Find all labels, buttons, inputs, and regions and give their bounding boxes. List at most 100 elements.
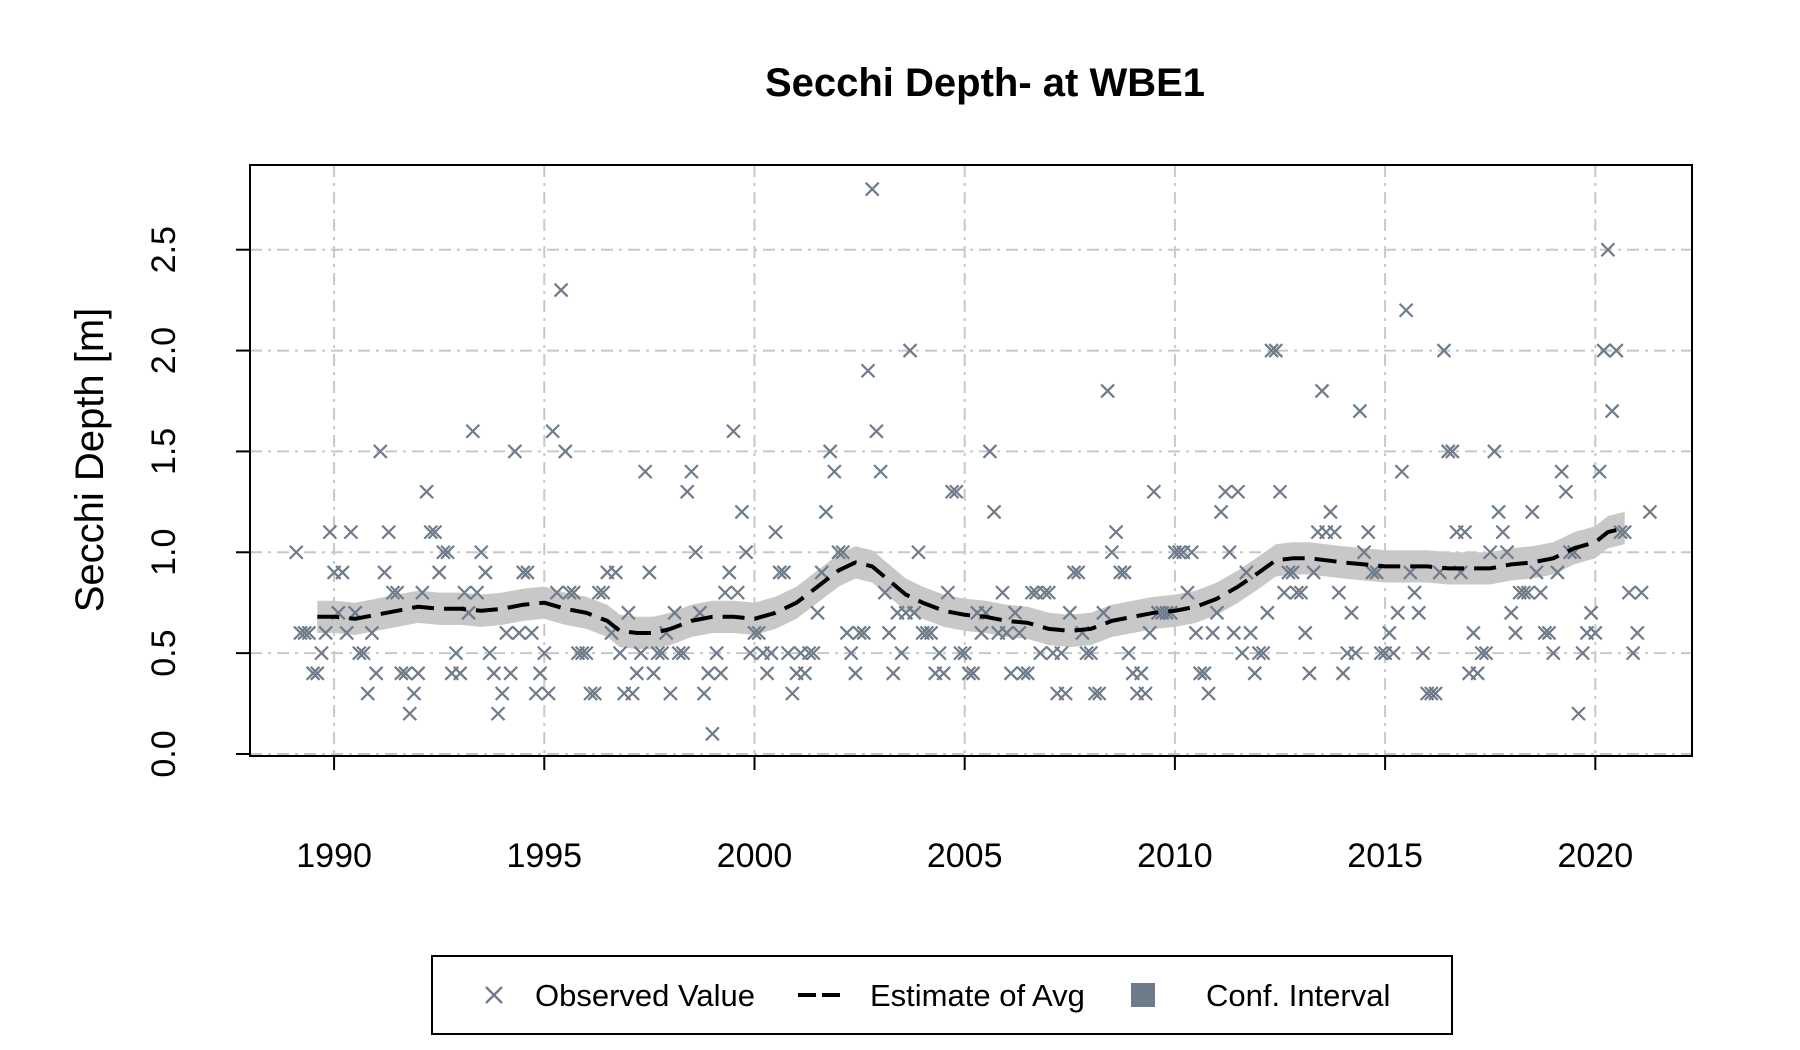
observed-point bbox=[822, 444, 838, 459]
legend-observed-marker bbox=[485, 986, 503, 1004]
observed-point bbox=[667, 605, 682, 621]
observed-point bbox=[738, 544, 754, 560]
observed-point bbox=[385, 585, 401, 600]
observed-point bbox=[1003, 666, 1019, 681]
observed-point bbox=[986, 504, 1002, 520]
observed-point bbox=[1121, 645, 1136, 661]
observed-point bbox=[1524, 504, 1540, 520]
observed-point bbox=[1066, 565, 1082, 580]
observed-point bbox=[503, 666, 518, 681]
observed-point bbox=[797, 666, 813, 681]
observed-point bbox=[1537, 625, 1553, 641]
observed-point bbox=[1108, 524, 1124, 540]
observed-point bbox=[587, 686, 603, 701]
observed-point bbox=[402, 706, 418, 721]
x-tick-label: 2000 bbox=[717, 837, 793, 875]
observed-point bbox=[957, 645, 972, 661]
observed-point bbox=[558, 444, 573, 459]
observed-point bbox=[936, 666, 951, 681]
observed-point bbox=[1436, 343, 1452, 358]
observed-point bbox=[394, 666, 409, 681]
observed-point bbox=[1070, 565, 1086, 580]
observed-point bbox=[1180, 585, 1195, 600]
observed-point bbox=[894, 645, 909, 661]
observed-point bbox=[911, 544, 926, 560]
x-tick-label: 2010 bbox=[1137, 837, 1213, 875]
observed-point bbox=[848, 666, 863, 681]
observed-point bbox=[381, 524, 397, 540]
observed-point bbox=[1411, 605, 1427, 621]
observed-point bbox=[499, 625, 514, 641]
observed-point bbox=[318, 625, 333, 641]
observed-point bbox=[1243, 625, 1258, 641]
observed-point bbox=[747, 625, 762, 641]
observed-point bbox=[1297, 625, 1313, 641]
observed-point bbox=[339, 625, 354, 641]
observed-point bbox=[1520, 585, 1536, 600]
observed-point bbox=[1247, 666, 1263, 681]
observed-point bbox=[1478, 645, 1494, 661]
observed-point bbox=[1545, 645, 1561, 661]
observed-point bbox=[364, 625, 380, 641]
observed-point bbox=[427, 524, 443, 540]
observed-point bbox=[1424, 686, 1439, 701]
observed-point bbox=[537, 645, 552, 661]
observed-point bbox=[1327, 524, 1342, 540]
observed-point bbox=[1226, 625, 1242, 641]
observed-point bbox=[1302, 666, 1317, 681]
observed-point bbox=[1192, 666, 1208, 681]
observed-point bbox=[1306, 565, 1321, 580]
observed-point bbox=[1260, 605, 1275, 621]
observed-point bbox=[1592, 464, 1607, 479]
observed-point bbox=[1558, 484, 1574, 500]
observed-point bbox=[953, 645, 968, 661]
observed-point bbox=[923, 625, 939, 641]
observed-point bbox=[654, 645, 670, 661]
observed-point bbox=[1508, 625, 1523, 641]
observed-point bbox=[1356, 544, 1372, 560]
legend-estimate-label: Estimate of Avg bbox=[870, 978, 1085, 1013]
observed-point bbox=[520, 565, 535, 580]
observed-point bbox=[919, 625, 935, 641]
observed-point bbox=[562, 585, 577, 600]
observed-point bbox=[1369, 565, 1384, 580]
observed-point bbox=[469, 585, 485, 600]
observed-point bbox=[1440, 444, 1456, 459]
observed-point bbox=[1390, 605, 1405, 621]
observed-point bbox=[1197, 666, 1212, 681]
observed-point bbox=[1621, 585, 1637, 600]
observed-point bbox=[700, 666, 716, 681]
observed-point bbox=[671, 645, 687, 661]
observed-point bbox=[982, 444, 998, 459]
x-tick-label: 2020 bbox=[1557, 837, 1633, 875]
observed-point bbox=[1613, 524, 1628, 540]
observed-point bbox=[881, 625, 897, 641]
observed-point bbox=[478, 565, 493, 580]
observed-point bbox=[1331, 585, 1347, 600]
observed-point bbox=[1600, 242, 1616, 257]
observed-point bbox=[1352, 403, 1368, 419]
observed-point bbox=[322, 524, 338, 540]
observed-point bbox=[1495, 524, 1511, 540]
observed-point bbox=[675, 645, 691, 661]
observed-point bbox=[814, 565, 830, 580]
observed-point bbox=[1016, 666, 1031, 681]
observed-point bbox=[1482, 544, 1498, 560]
observed-point bbox=[368, 666, 384, 681]
plot-area bbox=[250, 165, 1692, 756]
observed-point bbox=[646, 666, 661, 681]
observed-point bbox=[448, 645, 464, 661]
observed-point bbox=[1268, 343, 1284, 358]
observed-point bbox=[1222, 544, 1237, 560]
observed-point bbox=[1348, 645, 1363, 661]
observed-point bbox=[944, 484, 960, 500]
observed-point bbox=[999, 625, 1015, 641]
observed-point bbox=[625, 686, 640, 701]
x-tick-label: 2005 bbox=[927, 837, 1003, 875]
observed-point bbox=[1096, 605, 1111, 621]
legend-ci-label: Conf. Interval bbox=[1206, 978, 1390, 1013]
observed-point bbox=[1201, 686, 1216, 701]
observed-point bbox=[709, 645, 724, 661]
axes: 1990 1995 2000 2005 2010 2015 2020 0.0 0.5 1.0 1.5… bbox=[145, 164, 1693, 875]
